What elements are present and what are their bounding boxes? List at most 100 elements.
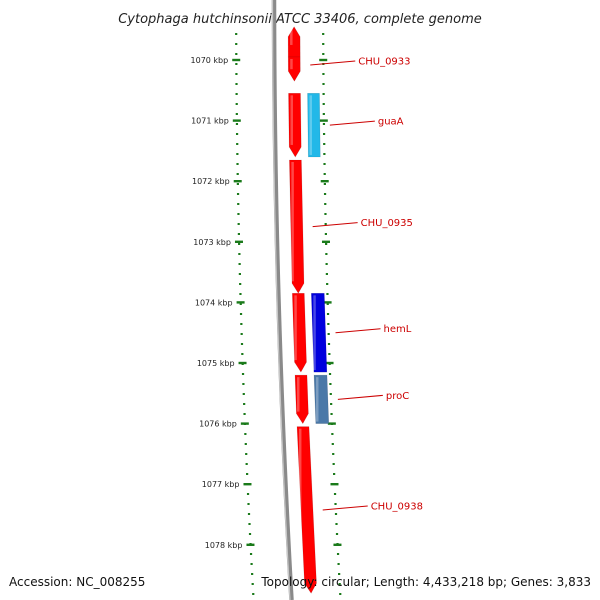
gene-sheen: [298, 428, 302, 582]
scale-dot: [322, 113, 325, 115]
feature-CHU_0938[interactable]: [296, 426, 317, 594]
gene-arrow[interactable]: [289, 159, 305, 294]
major-tick: [320, 180, 329, 183]
genome-summary-text: Topology: circular; Length: 4,433,218 bp…: [260, 575, 591, 589]
scale-dot: [334, 513, 338, 515]
feature-CHU_0933[interactable]: [287, 56, 301, 82]
gene-arrow[interactable]: [307, 93, 321, 158]
gene-sheen: [313, 295, 316, 371]
scale-dot: [235, 33, 238, 35]
feature-guaA[interactable]: [307, 93, 321, 158]
backbone-line: [271, 0, 294, 600]
label-leader-line: [312, 222, 358, 228]
scale-dot: [336, 553, 340, 555]
gene-arrow[interactable]: [294, 374, 309, 425]
scale-dot: [243, 413, 246, 415]
tick-label: 1071 kbp: [191, 117, 229, 126]
gene-sheen: [294, 295, 297, 361]
accession-text: Accession: NC_008255: [9, 575, 145, 589]
feature-proC[interactable]: [313, 374, 330, 424]
scale-dot: [251, 573, 254, 575]
major-tick: [319, 119, 328, 122]
scale-dot: [236, 173, 239, 175]
scale-dot: [236, 153, 239, 155]
feature-cds-a[interactable]: [291, 292, 307, 373]
scale-dot: [239, 303, 242, 305]
gene-arrow[interactable]: [291, 292, 307, 373]
map-title: Cytophaga hutchinsonii ATCC 33406, compl…: [118, 12, 482, 27]
gene-label-proC[interactable]: proC: [386, 391, 409, 402]
scale-dot: [323, 173, 326, 175]
label-leader-line: [310, 60, 356, 66]
gene-arrow[interactable]: [288, 93, 302, 158]
scale-dot: [330, 413, 333, 415]
gene-label-CHU_0933[interactable]: CHU_0933: [358, 56, 410, 67]
scale-dot: [326, 313, 330, 315]
major-tick: [325, 361, 334, 365]
scale-dot: [235, 63, 238, 65]
label-leader-line: [329, 120, 375, 126]
scale-dot: [334, 503, 337, 505]
scale-dot: [323, 143, 326, 145]
major-tick: [234, 240, 243, 243]
feature-CHU_0935[interactable]: [289, 159, 305, 294]
gene-arrow[interactable]: [313, 374, 330, 424]
scale-dot: [238, 243, 241, 245]
tick-label: 1074 kbp: [195, 298, 233, 307]
scale-dot: [335, 523, 338, 525]
gene-label-hemL[interactable]: hemL: [384, 324, 412, 335]
gene-label-CHU_0938[interactable]: CHU_0938: [371, 501, 423, 512]
scale-dot: [333, 473, 336, 475]
scale-dot: [244, 443, 247, 445]
scale-dot: [252, 593, 255, 595]
gene-sheen: [296, 377, 300, 412]
feature-CHU_0934[interactable]: [288, 93, 302, 158]
scale-dot: [324, 213, 327, 215]
scale-dot: [235, 73, 238, 75]
scale-dot: [249, 553, 253, 555]
scale-dot: [241, 353, 244, 355]
scale-dot: [241, 373, 245, 375]
label-leader-line: [337, 394, 383, 400]
scale-dot: [325, 243, 328, 245]
major-tick: [232, 58, 241, 62]
feature-cds-b[interactable]: [294, 374, 309, 425]
scale-dot: [240, 343, 244, 345]
label-leader-line: [335, 328, 381, 334]
major-tick: [319, 58, 328, 62]
gene-label-guaA[interactable]: guaA: [378, 117, 404, 128]
major-tick: [246, 543, 255, 546]
gene-arrow[interactable]: [287, 26, 301, 58]
tick-label: 1077 kbp: [202, 480, 240, 489]
scale-dot: [329, 393, 332, 395]
gene-features: [287, 26, 330, 594]
gene-label-CHU_0935[interactable]: CHU_0935: [361, 218, 413, 229]
scale-dot: [328, 373, 332, 375]
feature-hemL[interactable]: [310, 292, 328, 373]
scale-dot: [242, 383, 245, 385]
scale-dot: [235, 113, 238, 115]
scale-dot: [329, 383, 332, 385]
label-leader-line: [322, 505, 368, 511]
scale-dot: [240, 333, 243, 335]
gene-arrow[interactable]: [287, 56, 301, 82]
scale-dot: [327, 343, 331, 345]
scale-dot: [248, 523, 251, 525]
scale-dot: [235, 53, 238, 55]
scale-dot: [236, 143, 239, 145]
gene-arrow[interactable]: [296, 426, 317, 594]
scale-dot: [238, 273, 241, 275]
scale-dot: [237, 213, 240, 215]
scale-dot: [238, 263, 241, 265]
gene-arrow[interactable]: [310, 292, 328, 373]
scale-dot: [322, 123, 326, 125]
tick-label: 1072 kbp: [192, 177, 230, 186]
feature-cds-top[interactable]: [287, 26, 301, 58]
scale-dot: [235, 83, 238, 85]
scale-dot: [324, 233, 327, 235]
scale-dot: [332, 463, 335, 465]
scale-dot: [243, 403, 246, 405]
scale-dot: [240, 323, 243, 325]
gene-labels: CHU_0933 guaA CHU_0935 hemL proC CHU_0938: [310, 56, 423, 512]
